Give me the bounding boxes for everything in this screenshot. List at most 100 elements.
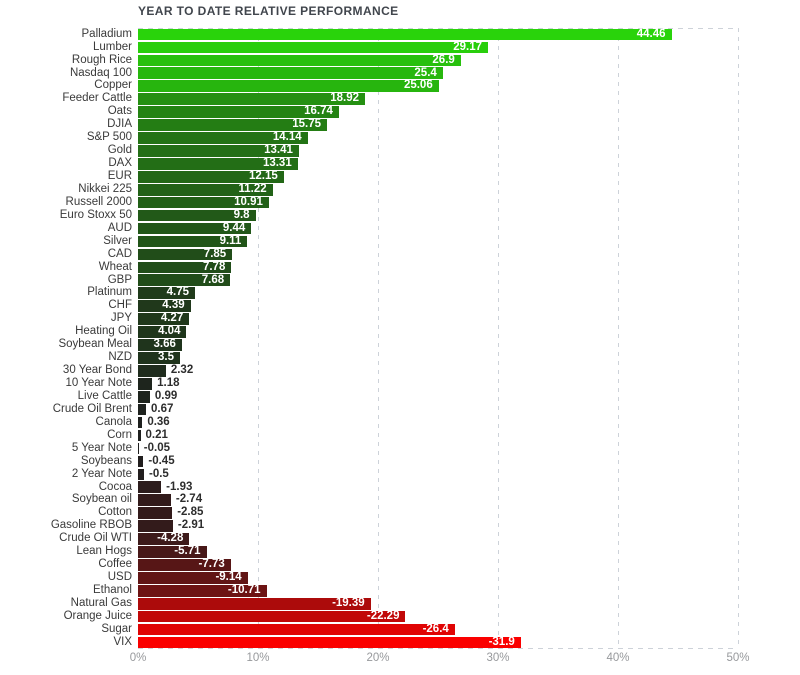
bar-copper[interactable]: 25.06 xyxy=(138,80,439,93)
bar-gbp[interactable]: 7.68 xyxy=(138,274,231,287)
bar-row: DJIA 15.75 xyxy=(107,119,738,132)
category-label: Russell 2000 xyxy=(65,195,132,208)
bar-soybeans[interactable] xyxy=(138,455,144,468)
bar-10-year-note[interactable] xyxy=(138,377,153,390)
category-label: Rough Rice xyxy=(71,53,132,66)
bar-30-year-bond[interactable] xyxy=(138,365,166,377)
bar-row: Canola 0.36 xyxy=(96,416,738,429)
value-label: 9.8 xyxy=(233,208,250,221)
bar-cocoa[interactable] xyxy=(138,481,162,494)
value-label: 0.99 xyxy=(154,389,178,402)
bar-eur[interactable]: 12.15 xyxy=(138,171,284,183)
bar-row: 10 Year Note 1.18 xyxy=(65,377,738,390)
bar-dax[interactable]: 13.31 xyxy=(138,158,298,170)
bar-gold[interactable]: 13.41 xyxy=(138,145,299,157)
category-label: Feeder Cattle xyxy=(62,92,132,105)
category-label: NZD xyxy=(108,351,132,364)
bar-row: Natural Gas -19.39 xyxy=(71,597,738,610)
category-label: Soybeans xyxy=(80,454,132,467)
bar-row: Soybean Meal 3.66 xyxy=(58,339,738,352)
bar-coffee[interactable]: -7.73 xyxy=(138,559,231,571)
value-label: 18.92 xyxy=(330,92,360,105)
bar-live-cattle[interactable] xyxy=(138,390,150,403)
bar-soybean-oil[interactable] xyxy=(138,494,171,507)
bar-euro-stoxx-50[interactable]: 9.8 xyxy=(138,208,256,222)
bar-row: NZD 3.5 xyxy=(108,351,738,364)
bar-lumber[interactable]: 29.17 xyxy=(138,41,489,54)
bar-crude-oil-wti[interactable]: -4.28 xyxy=(138,532,190,545)
value-label: 7.78 xyxy=(202,260,226,273)
bar-row: Nikkei 225 11.22 xyxy=(78,183,738,196)
bar-crude-oil-brent[interactable] xyxy=(138,403,147,416)
category-label: Euro Stoxx 50 xyxy=(59,208,132,221)
value-label: 26.9 xyxy=(432,53,455,66)
bar-row: Gold 13.41 xyxy=(108,144,738,157)
bar-row: CHF 4.39 xyxy=(108,300,738,313)
bar-row: Silver 9.11 xyxy=(103,235,738,248)
bar-jpy[interactable]: 4.27 xyxy=(138,313,190,325)
value-label: 15.75 xyxy=(292,118,321,131)
category-label: DAX xyxy=(108,157,132,170)
bar-wheat[interactable]: 7.78 xyxy=(138,260,232,274)
bar-chf[interactable]: 4.39 xyxy=(138,300,191,312)
value-label: -5.71 xyxy=(174,545,201,558)
gridline-30% xyxy=(497,28,499,649)
bar-sugar[interactable]: -26.4 xyxy=(138,623,455,636)
bar-s-p-500[interactable]: 14.14 xyxy=(138,132,308,144)
value-label: 44.46 xyxy=(636,27,666,40)
bar-palladium[interactable]: 44.46 xyxy=(138,27,672,41)
bar-row: Cotton -2.85 xyxy=(98,507,738,520)
value-label: -9.14 xyxy=(215,571,242,584)
bar-orange-juice[interactable]: -22.29 xyxy=(138,610,406,623)
bar-silver[interactable]: 9.11 xyxy=(138,235,248,248)
bar-oats[interactable]: 16.74 xyxy=(138,106,339,118)
bar-feeder-cattle[interactable]: 18.92 xyxy=(138,92,366,105)
bar-russell-2000[interactable]: 10.91 xyxy=(138,196,269,209)
bar-row: Coffee -7.73 xyxy=(98,558,738,571)
bar-row: Palladium 44.46 xyxy=(82,27,738,41)
category-label: Soybean Meal xyxy=(58,338,132,351)
bar-row: Wheat 7.78 xyxy=(99,260,738,274)
bar-row: Cocoa -1.93 xyxy=(99,480,738,494)
category-label: Live Cattle xyxy=(77,389,132,402)
value-label: 16.74 xyxy=(304,105,333,118)
category-label: JPY xyxy=(110,312,132,325)
bar-soybean-meal[interactable]: 3.66 xyxy=(138,339,182,351)
value-label: -4.28 xyxy=(157,532,184,545)
bar-row: JPY 4.27 xyxy=(111,313,738,326)
bar-ethanol[interactable]: -10.71 xyxy=(138,585,267,597)
bar-corn[interactable] xyxy=(138,429,141,442)
bar-row: Feeder Cattle 18.92 xyxy=(62,92,738,106)
bar-row: 30 Year Bond 2.32 xyxy=(63,364,738,377)
bar-row: EUR 12.15 xyxy=(108,170,738,183)
bar-2-year-note[interactable] xyxy=(138,468,144,481)
value-label: 7.85 xyxy=(203,247,227,260)
bar-usd[interactable]: -9.14 xyxy=(138,572,248,584)
bar-djia[interactable]: 15.75 xyxy=(138,119,327,131)
value-label: -7.73 xyxy=(198,558,225,571)
bar-row: Platinum 4.75 xyxy=(87,287,738,300)
bar-nasdaq-100[interactable]: 25.4 xyxy=(138,67,443,80)
bar-5-year-note[interactable] xyxy=(138,442,139,455)
bar-gasoline-rbob[interactable] xyxy=(138,520,173,532)
bar-heating-oil[interactable]: 4.04 xyxy=(138,326,187,338)
value-label: -1.93 xyxy=(166,480,193,493)
bar-nikkei-225[interactable]: 11.22 xyxy=(138,183,273,196)
value-label: 0.21 xyxy=(145,428,168,441)
gridline-40% xyxy=(617,28,619,649)
bar-aud[interactable]: 9.44 xyxy=(138,222,252,235)
bar-natural-gas[interactable]: -19.39 xyxy=(138,597,371,610)
value-label: 14.14 xyxy=(272,131,302,144)
category-label: Cocoa xyxy=(98,480,132,493)
bar-cad[interactable]: 7.85 xyxy=(138,247,233,261)
bar-platinum[interactable]: 4.75 xyxy=(138,287,195,300)
bar-lean-hogs[interactable]: -5.71 xyxy=(138,546,207,558)
bar-rough-rice[interactable]: 26.9 xyxy=(138,53,461,67)
category-label: Wheat xyxy=(98,260,132,273)
bar-nzd[interactable]: 3.5 xyxy=(138,352,180,364)
bar-canola[interactable] xyxy=(138,416,143,429)
value-label: 2.32 xyxy=(170,364,194,377)
plot-area: Palladium 44.46 Lumber 29.17 Rough Rice 26.9 N… xyxy=(51,27,739,649)
bar-vix[interactable]: -31.9 xyxy=(138,636,521,649)
bar-cotton[interactable] xyxy=(138,507,173,519)
